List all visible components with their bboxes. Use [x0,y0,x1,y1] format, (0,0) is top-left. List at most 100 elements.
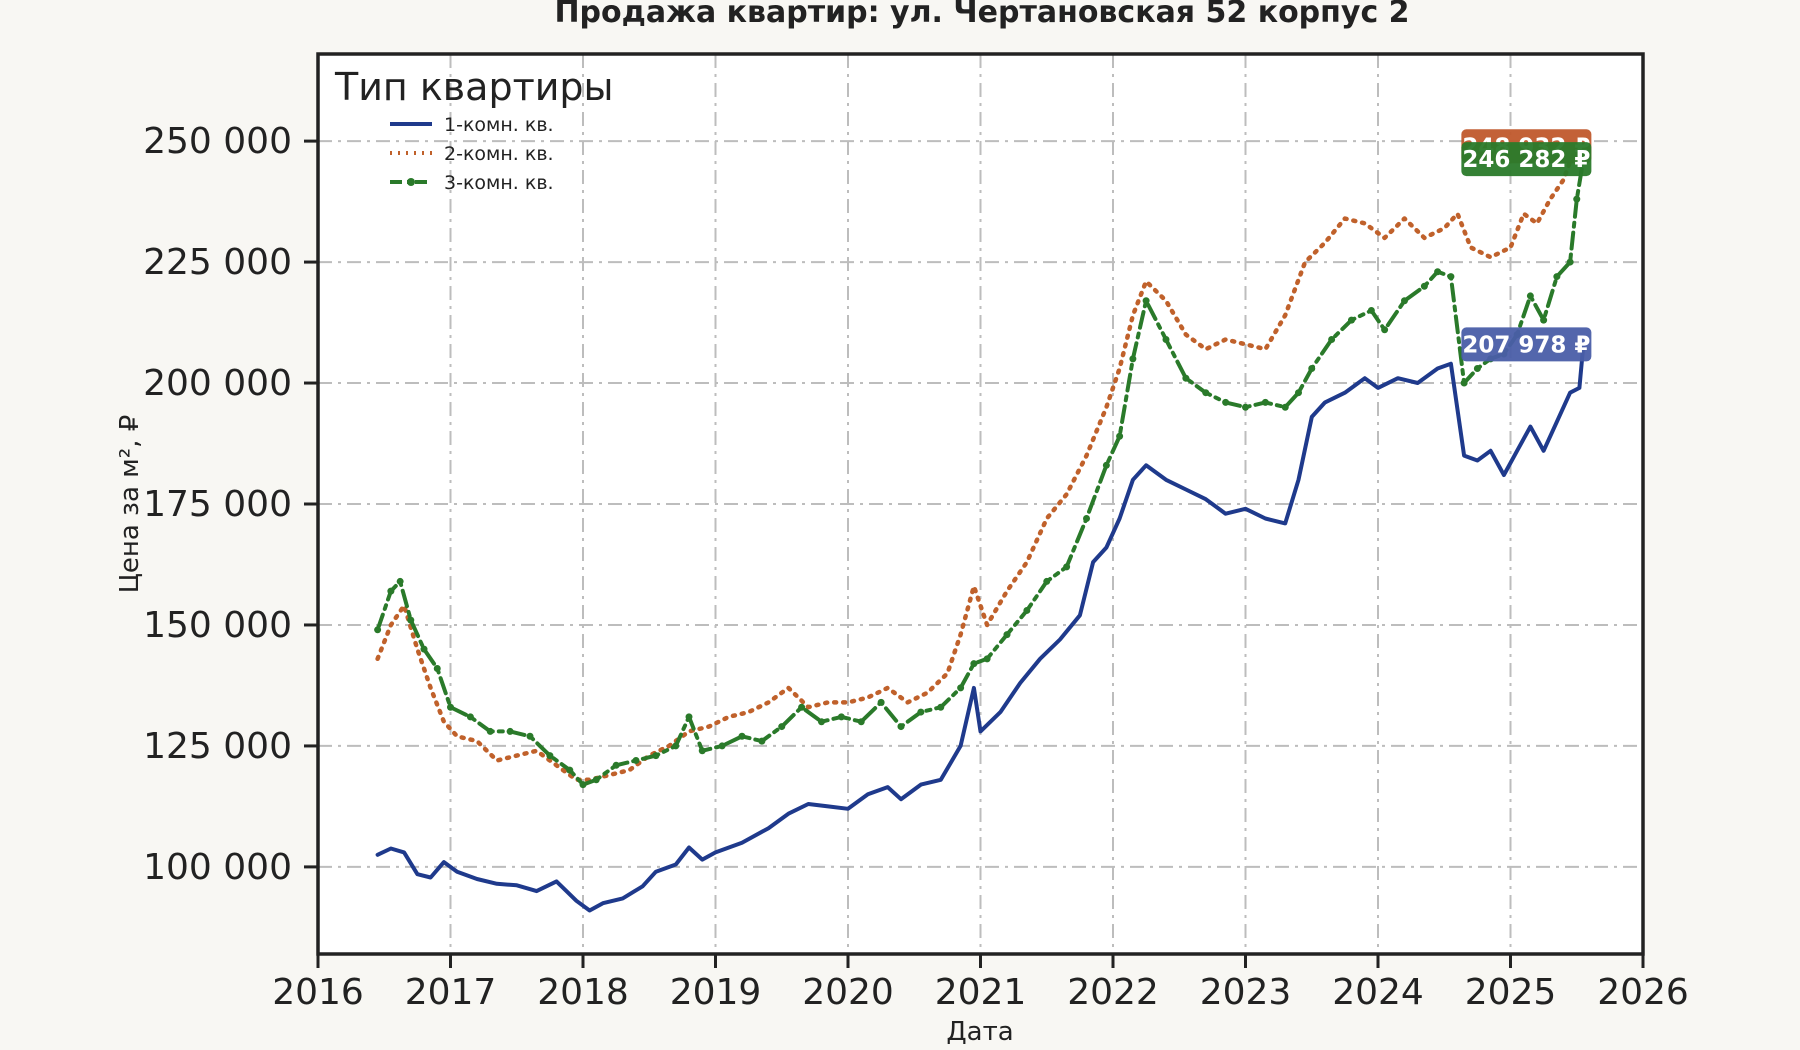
series-point-3 [632,756,640,764]
x-tick-label: 2026 [1597,972,1689,1013]
series-point-3 [1043,577,1051,585]
axis-ticks: 2016 2017 2018 2019 2020 2021 2022 2023 2024 2025… [143,121,1689,1013]
end-labels: 248 932 ₽246 282 ₽207 978 ₽ [1461,129,1592,362]
series-point-3 [396,577,404,585]
end-label-1: 207 978 ₽ [1462,332,1590,358]
end-label-box-1 [1461,327,1592,362]
x-tick-label: 2024 [1332,972,1424,1013]
series-point-3 [1295,389,1302,397]
series-point-3 [566,766,574,774]
series-point-3 [1003,631,1011,639]
legend: Тип квартиры 1-комн. кв. 2-комн. кв. 3-ком… [334,65,614,194]
series-point-3 [897,723,905,731]
series-point-3 [1182,374,1190,382]
series-point-3 [798,703,806,711]
series-point-3 [447,703,454,711]
x-tick-label: 2019 [670,972,762,1013]
x-tick-label: 2018 [537,972,629,1013]
x-tick-label: 2021 [935,972,1027,1013]
series-point-3 [1434,268,1442,276]
series-point-3 [407,616,415,624]
series-point-3 [526,732,534,740]
series-point-3 [1348,316,1355,324]
series-point-3 [1242,403,1249,411]
series-point-3 [612,761,620,769]
y-tick-label: 100 000 [143,847,292,888]
end-label-3: 246 282 ₽ [1462,147,1590,173]
series-point-3 [387,587,395,595]
series-point-3 [1083,515,1090,523]
series-point-3 [1142,297,1150,305]
series-point-3 [970,660,978,668]
series-point-3 [1063,563,1071,571]
series-point-3 [857,718,865,726]
series-point-3 [420,645,428,653]
legend-marker-3 [407,178,415,186]
series-point-3 [698,747,706,755]
series-point-3 [1261,398,1269,406]
x-tick-label: 2022 [1067,972,1159,1013]
series-point-3 [466,713,474,721]
series-point-3 [1573,195,1581,203]
chart-title: Продажа квартир: ул. Чертановская 52 кор… [554,0,1409,30]
series-point-3 [718,742,726,750]
series-point-3 [579,781,587,789]
series-point-3 [1420,282,1428,290]
series-point-3 [917,708,925,716]
series-point-3 [957,684,965,692]
series-point-3 [1102,461,1110,469]
end-label-box-3 [1461,142,1592,177]
series-point-3 [1447,273,1455,281]
series-point-3 [1202,389,1210,397]
series-point-3 [1566,258,1574,266]
series-point-3 [672,742,680,750]
series-point-3 [1129,355,1137,363]
y-tick-label: 250 000 [143,121,292,162]
series-point-3 [685,713,693,721]
series-point-3 [1401,297,1408,305]
legend-label-2: 2-комн. кв. [444,143,554,165]
series-point-3 [877,698,885,706]
series-point-3 [1526,292,1534,300]
series-point-3 [1023,606,1031,614]
series-point-3 [758,737,766,745]
series-point-3 [1540,316,1548,324]
series-point-3 [1281,403,1289,411]
series-point-3 [983,655,991,663]
series-point-3 [506,727,514,735]
series-point-3 [1308,365,1316,373]
x-tick-label: 2016 [272,972,364,1013]
series-line-1 [375,342,1586,913]
series-point-3 [1473,365,1481,373]
series-point-3 [1162,335,1170,343]
x-tick-label: 2025 [1465,972,1557,1013]
y-tick-label: 125 000 [143,726,292,767]
x-axis-title: Дата [946,1017,1013,1047]
series-point-3 [837,713,845,721]
x-tick-label: 2020 [802,972,894,1013]
y-axis-title: Цена за м², ₽ [115,415,145,594]
series-point-3 [546,752,554,760]
series-point-3 [592,776,600,784]
series-point-3 [433,665,441,673]
series-point-3 [778,723,786,731]
series-point-3 [1116,432,1124,440]
x-tick-label: 2017 [405,972,497,1013]
series-point-3 [937,703,945,711]
y-tick-label: 225 000 [143,242,292,283]
series-point-3 [738,732,746,740]
series-point-3 [818,718,825,726]
y-tick-label: 150 000 [143,605,292,646]
legend-label-1: 1-комн. кв. [444,114,554,136]
series-point-3 [652,752,660,760]
series-point-3 [1367,306,1375,314]
series-point-3 [1222,398,1230,406]
series-point-3 [374,626,382,634]
series-point-3 [1460,379,1468,387]
series-point-3 [1328,335,1336,343]
x-tick-label: 2023 [1200,972,1292,1013]
y-tick-label: 175 000 [143,484,292,525]
y-tick-label: 200 000 [143,363,292,404]
legend-label-3: 3-комн. кв. [444,172,554,194]
